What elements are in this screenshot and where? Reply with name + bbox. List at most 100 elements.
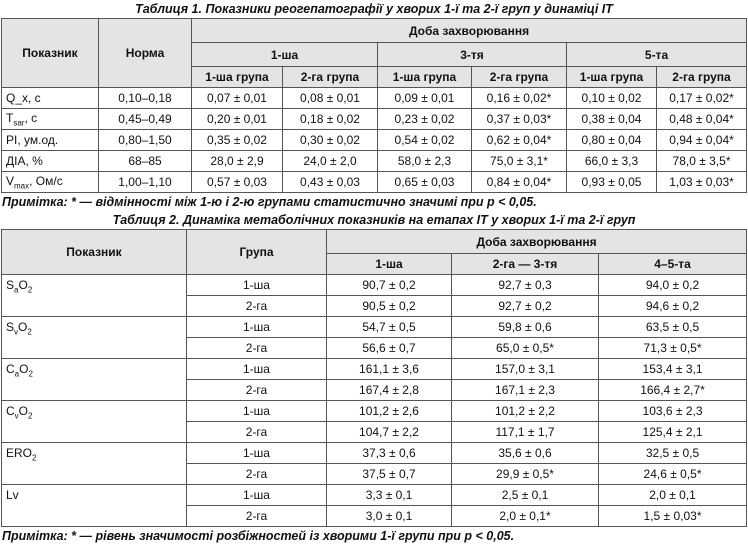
table-note: Примітка: * — відмінності між 1-ю і 2-ю …	[2, 195, 537, 209]
cell: 0,20 ± 0,01	[191, 108, 283, 130]
cell: 94,0 ± 0,2	[597, 274, 748, 296]
cell: 63,5 ± 0,5	[597, 316, 748, 338]
cell: 167,4 ± 2,8	[326, 379, 452, 401]
header-cell: 3-тя	[377, 42, 567, 67]
cell: 0,08 ± 0,01	[282, 87, 378, 109]
header-row: Показник Група Доба захворювання	[1, 229, 748, 275]
row-label: CaO2	[1, 358, 187, 401]
cell: 24,6 ± 0,5*	[597, 463, 748, 485]
cell: 0,37 ± 0,03*	[471, 108, 567, 130]
cell: 2-га	[186, 295, 327, 317]
cell: 0,45–0,49	[98, 108, 192, 130]
cell: 2-га	[186, 505, 327, 527]
cell: 65,0 ± 0,5*	[451, 337, 599, 359]
cell: 32,5 ± 0,5	[597, 442, 748, 464]
cell: 104,7 ± 2,2	[326, 421, 452, 443]
subscript: 2	[28, 411, 33, 421]
header-cell: 2-га група	[282, 66, 378, 88]
cell: 71,3 ± 0,5*	[597, 337, 748, 359]
subscript: 2	[27, 327, 32, 337]
data-row: PI, ум.од. 0,80–1,50 0,35 ± 0,02 0,30 ± 0,0…	[1, 129, 748, 151]
cell: 0,84 ± 0,04*	[471, 171, 567, 193]
cell: 103,6 ± 2,3	[597, 400, 748, 422]
subscript: v	[14, 411, 19, 421]
data-row: ДІА, % 68–85 28,0 ± 2,9 24,0 ± 2,0 58,0 ± 2,…	[1, 150, 748, 172]
cell: 68–85	[98, 150, 192, 172]
cell: 0,09 ± 0,01	[377, 87, 472, 109]
data-row: ERO2 1-ша 37,3 ± 0,6 35,6 ± 0,6 32,5 ± 0,5	[1, 442, 748, 485]
cell: 1-ша	[186, 316, 327, 338]
label-text: O	[18, 320, 28, 334]
table-caption: Таблиця 2. Динаміка метаболічних показни…	[112, 213, 636, 227]
data-row: SaO2 1-ша 90,7 ± 0,2 92,7 ± 0,3 94,0 ± 0,2	[1, 274, 748, 317]
data-row: CvO2 1-ша 101,2 ± 2,6 101,2 ± 2,2 103,6 ± 2,…	[1, 400, 748, 443]
data-row: Lv 1-ша 3,3 ± 0,1 2,5 ± 0,1 2,0 ± 0,1	[1, 484, 748, 527]
cell: 0,80 ± 0,04	[566, 129, 657, 151]
cell: 0,17 ± 0,02*	[655, 87, 748, 109]
cell: 153,4 ± 3,1	[597, 358, 748, 380]
row-label: PI, ум.од.	[1, 129, 99, 151]
header-cell: 1-ша група	[377, 66, 472, 88]
cell: 2-га	[186, 421, 327, 443]
cell: 0,30 ± 0,02	[282, 129, 378, 151]
cell: 2-га	[186, 379, 327, 401]
cell: 2,0 ± 0,1*	[451, 505, 599, 527]
cell: 1-ша	[186, 442, 327, 464]
header-cell: 1-ша група	[566, 66, 657, 88]
cell: 2-га	[186, 337, 327, 359]
cell: 0,93 ± 0,05	[566, 171, 657, 193]
cell: 1-ша	[186, 274, 327, 296]
cell: 78,0 ± 3,5*	[655, 150, 748, 172]
cell: 58,0 ± 2,3	[377, 150, 472, 172]
cell: 0,16 ± 0,02*	[471, 87, 567, 109]
cell: 0,65 ± 0,03	[377, 171, 472, 193]
cell: 101,2 ± 2,6	[326, 400, 452, 422]
cell: 37,5 ± 0,7	[326, 463, 452, 485]
cell: 1,00–1,10	[98, 171, 192, 193]
cell: 75,0 ± 3,1*	[471, 150, 567, 172]
cell: 166,4 ± 2,7*	[597, 379, 748, 401]
cell: 0,43 ± 0,03	[282, 171, 378, 193]
subscript: max	[14, 181, 30, 191]
table-caption: Таблиця 1. Показники реогепатографії у х…	[135, 2, 613, 16]
data-row: Tsar, c 0,45–0,49 0,20 ± 0,01 0,18 ± 0,02 0,…	[1, 108, 748, 130]
cell: 1-ша	[186, 400, 327, 422]
cell: 94,6 ± 0,2	[597, 295, 748, 317]
header-cell: 2-га — 3-тя	[451, 253, 599, 275]
label-text: T	[6, 110, 14, 125]
cell: 0,07 ± 0,01	[191, 87, 283, 109]
cell: 0,54 ± 0,02	[377, 129, 472, 151]
cell: 35,6 ± 0,6	[451, 442, 599, 464]
row-label: Tsar, c	[1, 108, 99, 130]
data-row: Vmax, Ом/с 1,00–1,10 0,57 ± 0,03 0,43 ± 0,0…	[1, 171, 748, 193]
row-label: ДІА, %	[1, 150, 99, 172]
label-text: S	[6, 278, 15, 292]
cell: 0,38 ± 0,04	[566, 108, 657, 130]
label-text: ДІА, %	[6, 154, 43, 168]
label-text: Lv	[6, 488, 19, 502]
header-cell: 1-ша	[326, 253, 452, 275]
label-text: , c	[24, 110, 38, 125]
cell: 1,03 ± 0,03*	[655, 171, 748, 193]
cell: 0,10 ± 0,02	[566, 87, 657, 109]
subscript: sar	[13, 118, 25, 128]
cell: 161,1 ± 3,6	[326, 358, 452, 380]
header-cell: 4–5-та	[597, 253, 748, 275]
cell: 29,9 ± 0,5*	[451, 463, 599, 485]
cell: 3,3 ± 0,1	[326, 484, 452, 506]
cell: 0,10–0,18	[98, 87, 192, 109]
header-cell: Доба захворювання	[190, 18, 748, 43]
cell: 2,0 ± 0,1	[597, 484, 748, 506]
row-label: SvO2	[1, 316, 187, 359]
label-text: S	[6, 320, 15, 334]
subscript: a	[14, 285, 19, 295]
label-text: C	[6, 362, 15, 376]
cell: 0,18 ± 0,02	[282, 108, 378, 130]
cell: 1,5 ± 0,03*	[597, 505, 748, 527]
cell: 0,35 ± 0,02	[191, 129, 283, 151]
subscript: 2	[28, 369, 33, 379]
header-row: 1-ша 2-га — 3-тя 4–5-та	[2, 253, 748, 275]
cell: 125,4 ± 2,1	[597, 421, 748, 443]
cell: 2,5 ± 0,1	[451, 484, 599, 506]
